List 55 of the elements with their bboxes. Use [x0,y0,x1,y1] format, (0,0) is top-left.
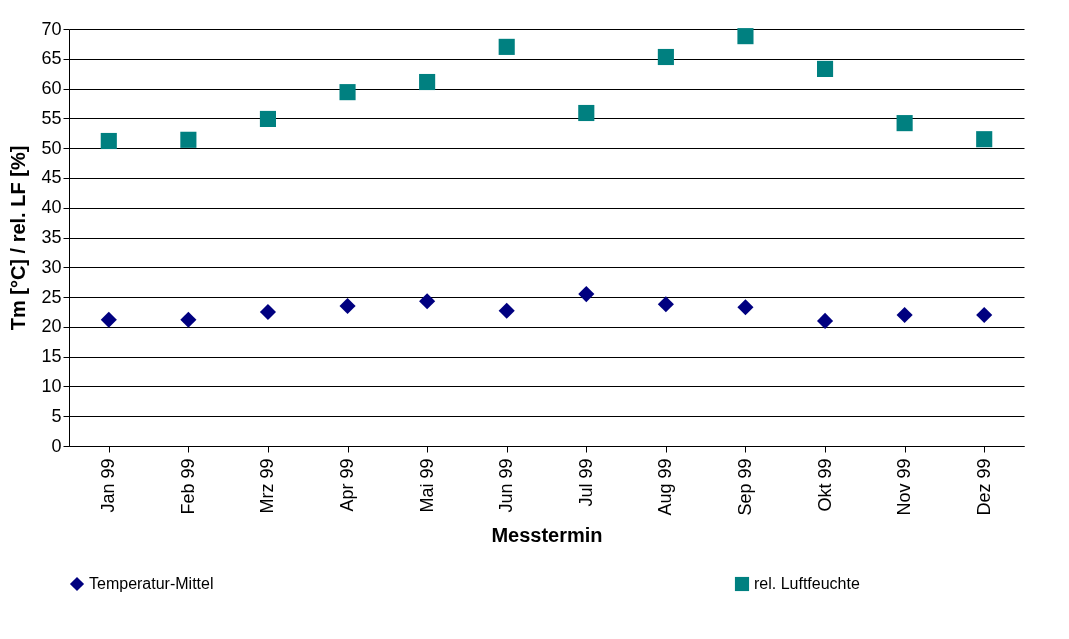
y-tick-label: 15 [41,346,62,367]
point [896,306,913,323]
y-tick-label: 65 [41,48,62,69]
point [498,38,515,55]
x-tick-label: Okt 99 [814,458,835,512]
y-tick-label: 35 [41,227,62,247]
y-tick-label: 10 [41,375,62,396]
x-tick-label: Apr 99 [337,458,358,512]
point [259,110,277,128]
x-tick-label: Sep 99 [734,458,755,516]
y-tick-label: 50 [41,137,62,158]
y-axis-title: Tm [°C] / rel. LF [%] [7,145,30,331]
point [657,296,674,313]
y-tick-label: 45 [41,167,62,188]
y-tick-label: 40 [41,197,62,218]
point [737,299,754,316]
x-tick-label: Feb 99 [177,458,198,515]
y-tick-label: 20 [41,316,62,337]
x-tick-label: Nov 99 [894,458,915,516]
point [578,104,595,122]
x-tick-label: Jan 99 [98,458,119,513]
point [100,132,117,150]
y-tick-label: 5 [51,405,62,426]
x-tick-label: Mai 99 [416,458,437,513]
point [657,48,674,66]
x-axis-title: Messtermin [491,523,603,546]
point [976,306,993,323]
point [896,115,913,132]
y-tick-label: 25 [41,286,62,307]
point [419,293,436,310]
y-tick-label: 0 [51,435,62,456]
legend-label: Temperatur-Mittel [89,575,214,592]
point [737,28,754,45]
x-tick-label: Jun 99 [496,458,517,513]
x-tick-label: Aug 99 [655,458,676,516]
x-tick-label: Mrz 99 [257,458,278,514]
point [339,84,356,101]
point [578,286,595,303]
point [419,73,436,91]
point [976,131,993,148]
point [816,312,834,329]
legend-label: rel. Luftfeuchte [754,575,860,592]
point [100,311,117,328]
y-tick-label: 30 [41,256,62,277]
y-tick-label: 60 [41,78,62,99]
x-tick-label: Jul 99 [575,458,596,507]
point [180,131,197,148]
point [259,303,277,321]
y-tick-label: 70 [41,18,62,39]
point [180,311,197,328]
y-tick-label: 55 [41,107,62,128]
point [339,297,356,315]
point [816,60,834,77]
x-tick-label: Dez 99 [973,458,994,516]
point [498,302,515,319]
